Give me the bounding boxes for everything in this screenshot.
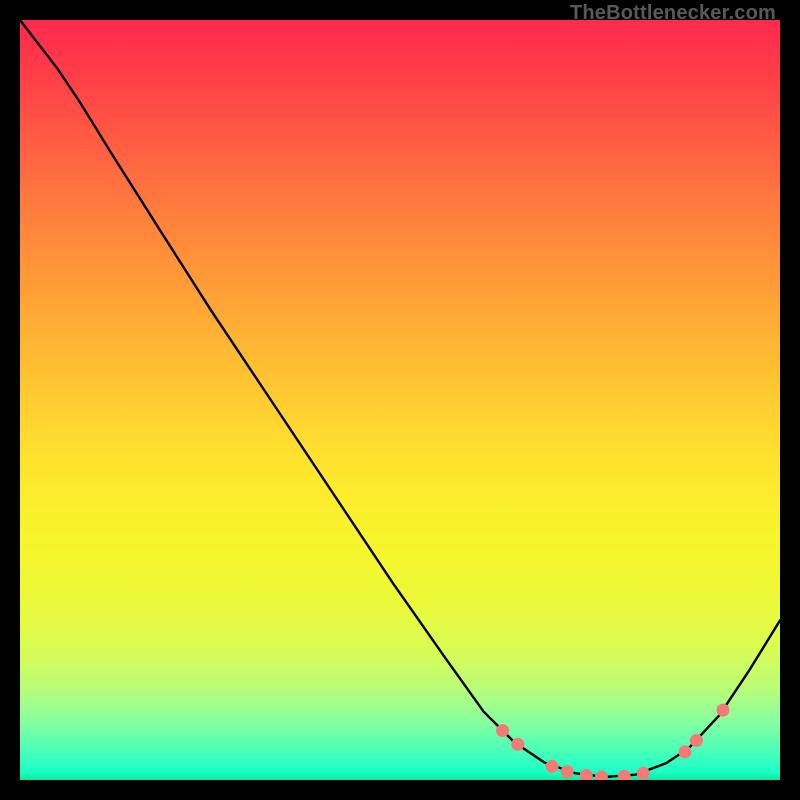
curve-marker [496, 724, 509, 737]
curve-marker [595, 770, 608, 780]
curve-marker [561, 765, 574, 778]
curve-marker [580, 769, 593, 780]
curve-marker [637, 767, 650, 780]
curve-marker [690, 734, 703, 747]
curve-marker [546, 760, 559, 773]
curve-marker [717, 704, 730, 717]
curve-marker [679, 745, 692, 758]
curve-marker [511, 738, 524, 751]
bottleneck-curve [20, 20, 780, 780]
curve-marker [618, 770, 631, 780]
attribution-label: TheBottlenecker.com [570, 2, 776, 25]
gradient-plot-area [20, 20, 780, 780]
